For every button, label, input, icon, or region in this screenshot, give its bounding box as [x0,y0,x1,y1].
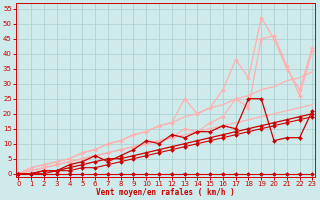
X-axis label: Vent moyen/en rafales ( km/h ): Vent moyen/en rafales ( km/h ) [96,188,235,197]
